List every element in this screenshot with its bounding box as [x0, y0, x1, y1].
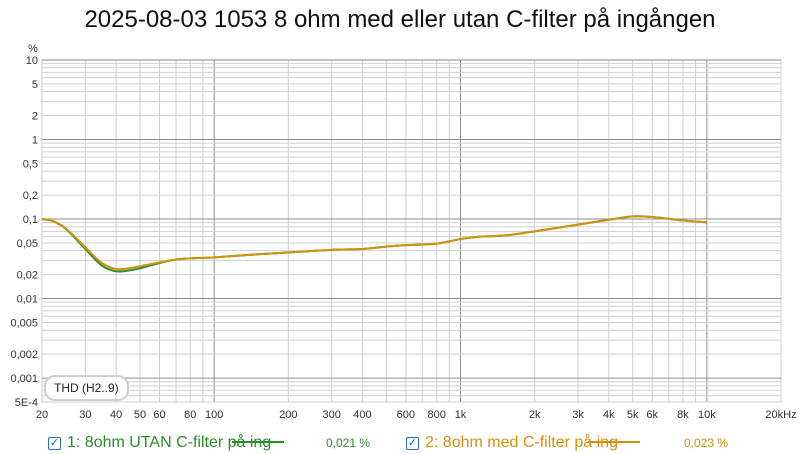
- series-lines: [41, 215, 707, 273]
- x-tick-label: 400: [353, 409, 371, 421]
- checkbox-series-2[interactable]: ✓: [406, 436, 419, 450]
- legend-label-series-2: 2: 8ohm med C-filter på ing: [425, 434, 618, 451]
- x-tick-label: 5k: [627, 409, 639, 421]
- legend-item-series-2[interactable]: ✓ 2: 8ohm med C-filter på ing: [406, 434, 618, 452]
- y-tick-label: 5E-4: [15, 397, 38, 409]
- y-tick-label: 0,1: [23, 214, 38, 226]
- grid-lines: [41, 59, 782, 403]
- y-axis-unit-label: %: [28, 43, 38, 55]
- axis-ticks: 20 30 40 50 60 80 100 200 300 400 600 800 1k 2k 3k 4k 5k…: [10, 55, 796, 421]
- y-tick-label: 0,05: [17, 238, 38, 250]
- x-tick-label: 600: [397, 409, 415, 421]
- x-tick-label: 40: [110, 409, 122, 421]
- x-tick-label: 800: [427, 409, 445, 421]
- y-tick-label: 0,02: [17, 270, 38, 282]
- thd-range-label[interactable]: THD (H2..9): [44, 375, 129, 401]
- x-tick-label: 60: [153, 409, 165, 421]
- x-tick-label: 200: [279, 409, 297, 421]
- x-tick-label: 80: [184, 409, 196, 421]
- x-tick-label: 6k: [646, 409, 658, 421]
- x-tick-label: 4k: [603, 409, 615, 421]
- x-tick-label: 30: [79, 409, 91, 421]
- y-tick-label: 5: [32, 79, 38, 91]
- legend-label-series-1: 1: 8ohm UTAN C-filter på ing: [67, 434, 272, 451]
- legend-swatch-series-1: [232, 441, 284, 443]
- y-tick-label: 0,2: [23, 190, 38, 202]
- x-tick-label: 100: [205, 409, 223, 421]
- x-tick-label: 10k: [698, 409, 716, 421]
- y-tick-label: 10: [26, 55, 38, 67]
- x-tick-label: 50: [134, 409, 146, 421]
- y-tick-label: 0,5: [23, 158, 38, 170]
- y-tick-label: 1: [32, 135, 38, 147]
- series-line-2: [41, 215, 707, 271]
- x-tick-label: 2k: [529, 409, 541, 421]
- x-tick-label: 3k: [572, 409, 584, 421]
- x-tick-label: 20kHz: [765, 409, 796, 421]
- y-tick-label: 2: [32, 111, 38, 123]
- x-tick-label: 1k: [455, 409, 467, 421]
- y-tick-label: 0,005: [10, 317, 38, 329]
- y-tick-label: 0,002: [10, 349, 38, 361]
- chart-title: 2025-08-03 1053 8 ohm med eller utan C-f…: [84, 6, 716, 33]
- checkbox-series-1[interactable]: ✓: [48, 436, 61, 450]
- y-tick-label: 0,001: [10, 373, 38, 385]
- x-tick-label: 8k: [677, 409, 689, 421]
- x-tick-label: 20: [36, 409, 48, 421]
- x-tick-label: 300: [323, 409, 341, 421]
- legend-item-series-1[interactable]: ✓ 1: 8ohm UTAN C-filter på ing: [48, 434, 271, 452]
- legend-value-series-2: 0,023 %: [684, 436, 729, 450]
- legend-swatch-series-2: [588, 441, 640, 443]
- legend-value-series-1: 0,021 %: [326, 436, 371, 450]
- y-tick-label: 0,01: [17, 294, 38, 306]
